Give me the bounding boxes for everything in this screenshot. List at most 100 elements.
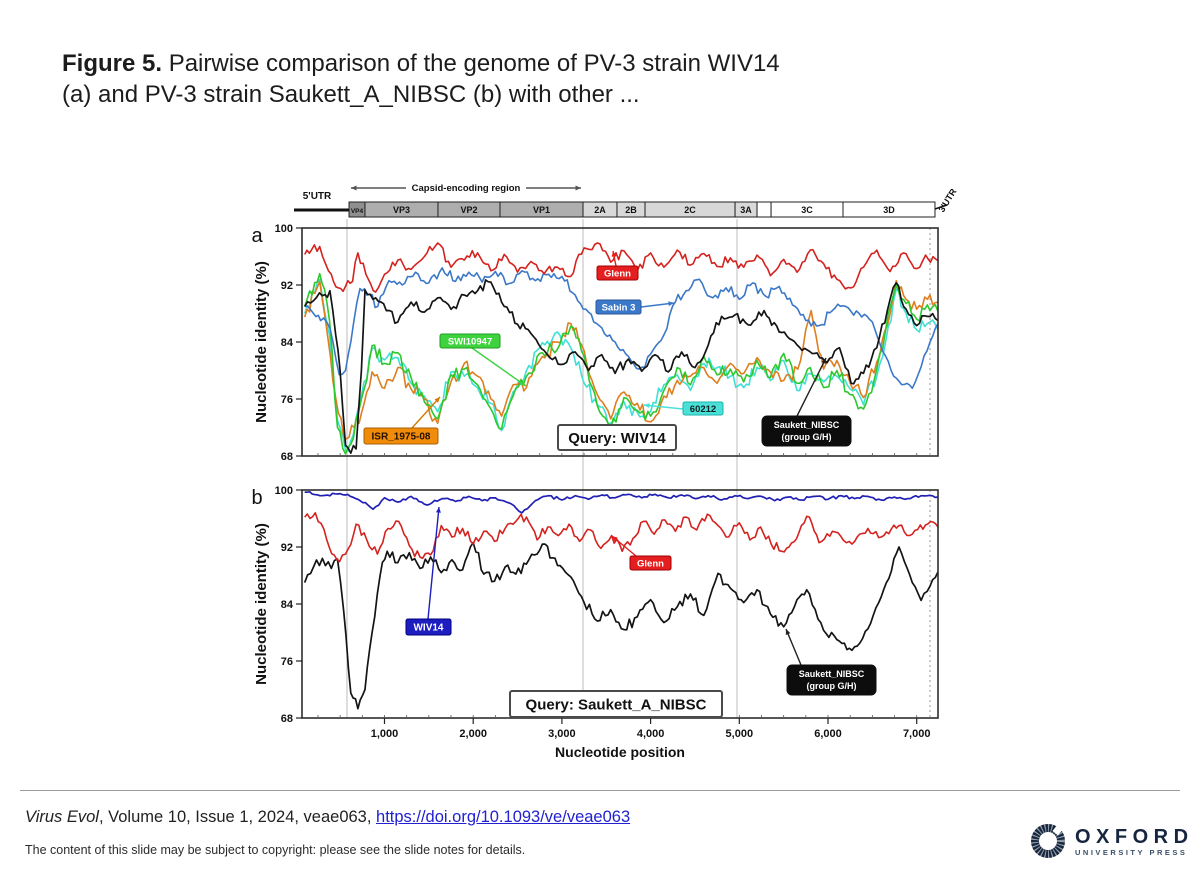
annotation-text-isr-a: ISR_1975-08 — [372, 432, 431, 443]
genome-map: VP4 VP3 VP2 VP1 2A 2B 2C 3A 3C 3D 5'UTR 3'UTR Capsid… — [294, 181, 959, 218]
series-swi10947 — [303, 272, 939, 455]
annotation-box-saukett-a — [761, 415, 852, 447]
x-axis-title: Nucleotide position — [555, 744, 685, 760]
x-tick-label: 4,000 — [637, 728, 665, 740]
x-tick-label: 1,000 — [371, 728, 399, 740]
annotation-box-query-b — [509, 690, 723, 718]
panel-a: 100 92 84 76 68 Nucleotide identity (%) a Glenn… — [251, 223, 939, 463]
annotation-text-60212-a: 60212 — [690, 404, 716, 415]
annotation-glenn-a: Glenn — [596, 250, 639, 281]
annotation-arrowhead-swi10947-a — [520, 380, 526, 386]
annotation-text-glenn-b: Glenn — [637, 558, 664, 569]
panel-letter-a: a — [251, 225, 263, 247]
annotation-box-glenn-a — [596, 265, 639, 281]
annotation-arrowhead-glenn-b — [612, 536, 618, 542]
x-tick-label: 7,000 — [903, 728, 931, 740]
annotation-box-isr-a — [363, 427, 439, 445]
figure-number: Figure 5. — [62, 50, 163, 77]
annotation-isr-a: ISR_1975-08 — [363, 396, 441, 445]
doi-link[interactable]: https://doi.org/10.1093/ve/veae063 — [376, 808, 631, 826]
panel-b: 100 92 84 76 68 Nucleotide identity (%) b 1,000… — [251, 485, 939, 760]
reference-lines — [346, 219, 931, 718]
annotation-wiv14-b: WIV14 — [405, 506, 452, 636]
journal-name: Virus Evol — [25, 808, 99, 826]
genome-region-label-2c: 2C — [684, 205, 696, 215]
footer-divider — [20, 790, 1180, 791]
annotation-arrow-sabin3-a — [640, 302, 675, 308]
annotation-query-b: Query: Saukett_A_NIBSC — [509, 690, 723, 718]
capsid-label-bg — [406, 181, 526, 194]
y-tick-label: 100 — [275, 223, 293, 235]
y-tick-label: 76 — [281, 656, 293, 668]
annotation-60212-a: 60212 — [643, 401, 724, 416]
y-tick-label: 84 — [281, 337, 294, 349]
annotation-arrow-60212-a — [643, 404, 684, 410]
annotation-text-saukett-a: Saukett_NIBSC — [774, 420, 840, 430]
annotation-box-wiv14-b — [405, 618, 452, 636]
y-tick-label: 76 — [281, 394, 293, 406]
x-tick-label: 6,000 — [814, 728, 842, 740]
annotation-text-saukett-b: Saukett_NIBSC — [799, 669, 865, 679]
genome-region-3d — [842, 201, 936, 218]
genome-region-label-vp4: VP4 — [351, 208, 364, 215]
series-saukett-nibsc-group-g-h — [303, 541, 939, 710]
citation-details: , Volume 10, Issue 1, 2024, veae063, — [98, 808, 377, 826]
y-tick-label: 84 — [281, 599, 294, 611]
series-sabin-3 — [304, 267, 939, 390]
genome-region-label-3c: 3C — [801, 205, 813, 215]
genome-region-label-2a: 2A — [594, 205, 606, 215]
oup-name: OXFORD — [1075, 825, 1194, 848]
figure-title: Figure 5. Pairwise comparison of the gen… — [62, 48, 822, 110]
genome-region-label-vp1: VP1 — [533, 205, 550, 215]
annotation-arrow-isr-a — [411, 396, 441, 429]
annotation-arrow-saukett-a — [796, 357, 827, 417]
annotation-swi10947-a: SWI10947 — [439, 333, 527, 387]
annotation-text-query-b: Query: Saukett_A_NIBSC — [526, 696, 707, 713]
y-tick-label: 68 — [281, 713, 293, 725]
annotation-box-query-a — [557, 424, 677, 451]
annotation-arrowhead-saukett-b — [785, 629, 791, 635]
x-tick-label: 2,000 — [459, 728, 487, 740]
utr3-line — [934, 204, 948, 210]
y-tick-label: 68 — [281, 451, 293, 463]
annotation-box-sabin3-a — [595, 299, 642, 315]
genome-region-label-vp3: VP3 — [393, 205, 410, 215]
genome-region-label-vp2: VP2 — [460, 205, 477, 215]
x-tick-label: 3,000 — [548, 728, 576, 740]
annotation-saukett-a: Saukett_NIBSC (group G/H) — [761, 357, 852, 447]
annotation-saukett-b: Saukett_NIBSC (group G/H) — [785, 628, 877, 696]
annotation-text-saukett-b: (group G/H) — [807, 681, 857, 691]
genome-region-label-3d: 3D — [883, 205, 895, 215]
annotation-text-saukett-a: (group G/H) — [782, 432, 832, 442]
y-tick-label: 92 — [281, 280, 293, 292]
annotation-text-sabin3-a: Sabin 3 — [602, 302, 636, 313]
annotation-box-60212-a — [682, 401, 724, 416]
annotation-text-glenn-a: Glenn — [604, 268, 631, 279]
annotation-query-a: Query: WIV14 — [557, 424, 677, 451]
figure-title-line2: (a) and PV-3 strain Saukett_A_NIBSC (b) … — [62, 81, 640, 108]
annotation-box-swi10947-a — [439, 333, 501, 349]
copyright-note: The content of this slide may be subject… — [25, 843, 526, 857]
oup-subtitle: UNIVERSITY PRESS — [1075, 847, 1188, 857]
annotation-arrowhead-wiv14-b — [436, 507, 441, 513]
genome-region-3b — [756, 201, 772, 218]
annotation-arrowhead-sabin3-a — [668, 301, 674, 307]
annotation-box-saukett-b — [786, 664, 877, 696]
annotation-sabin3-a: Sabin 3 — [595, 299, 675, 315]
series-glenn — [304, 511, 939, 563]
annotation-arrowhead-isr-a — [434, 397, 440, 403]
annotation-arrowhead-saukett-a — [821, 358, 826, 364]
capsid-region-label: Capsid-encoding region — [412, 183, 521, 194]
y-axis-title: Nucleotide identity (%) — [253, 523, 270, 685]
oup-logo: OXFORD UNIVERSITY PRESS — [1028, 820, 1194, 862]
y-tick-label: 100 — [275, 485, 293, 497]
annotation-arrowhead-glenn-a — [611, 251, 617, 257]
annotation-text-query-a: Query: WIV14 — [568, 430, 666, 447]
oup-wordmark: OXFORD UNIVERSITY PRESS — [1075, 826, 1194, 857]
utr5-label: 5'UTR — [303, 191, 332, 202]
figure-title-line1: Pairwise comparison of the genome of PV-… — [162, 50, 780, 77]
x-tick-label: 5,000 — [726, 728, 754, 740]
annotation-arrow-swi10947-a — [471, 347, 527, 387]
series-saukett-nibsc-group-g-h — [303, 279, 939, 454]
